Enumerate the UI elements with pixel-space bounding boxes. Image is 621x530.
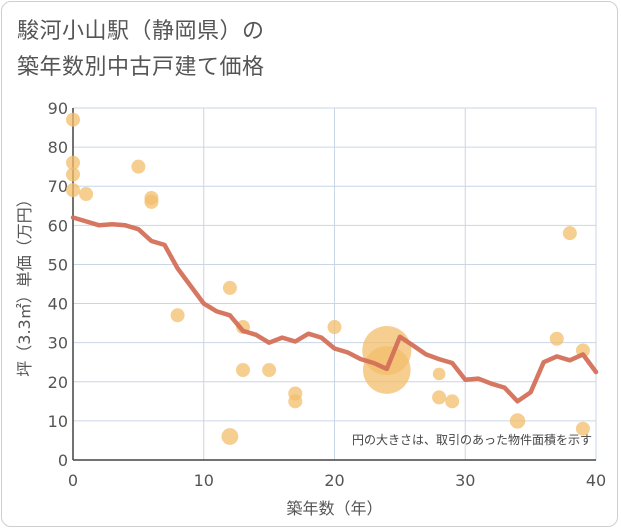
scatter-point [575, 421, 590, 436]
grid-lines [73, 107, 597, 460]
scatter-point [79, 187, 94, 202]
scatter-point [509, 413, 526, 429]
chart-title: 駿河小山駅（静岡県）の 築年数別中古戸建て価格 [17, 14, 607, 86]
y-tick-label: 20 [48, 373, 68, 392]
y-tick-label: 30 [48, 334, 68, 353]
y-tick-label: 10 [48, 412, 68, 431]
scatter-point [235, 363, 250, 378]
x-tick-label: 0 [68, 471, 78, 490]
scatter-point [562, 226, 577, 241]
bubble-size-note: 円の大きさは、取引のあった物件面積を示す [352, 432, 592, 447]
average-trend-line [70, 215, 599, 404]
x-tick-label: 40 [586, 471, 606, 490]
x-tick-label: 20 [324, 471, 344, 490]
scatter-point [221, 428, 239, 445]
scatter-point [432, 390, 447, 405]
title-line-1: 駿河小山駅（静岡県）の [17, 19, 265, 44]
scatter-point [549, 331, 564, 346]
x-tick-label: 30 [455, 471, 475, 490]
scatter-point [327, 320, 342, 335]
scatter-point [222, 280, 237, 295]
scatter-point [66, 167, 80, 182]
y-axis-title: 坪（3.3㎡）単価（万円） [15, 191, 34, 376]
scatter-point [432, 367, 446, 381]
y-tick-label: 50 [48, 255, 68, 274]
y-tick-label: 60 [48, 216, 68, 235]
scatter-point [66, 183, 80, 198]
x-axis-title: 築年数（年） [286, 499, 382, 518]
scatter-point [445, 394, 460, 409]
y-tick-label: 40 [48, 295, 68, 314]
title-line-2: 築年数別中古戸建て価格 [17, 55, 265, 80]
scatter-point [66, 155, 80, 170]
y-tick-label: 70 [48, 177, 68, 196]
y-tick-label: 90 [48, 99, 68, 118]
x-tick-label: 10 [194, 471, 214, 490]
y-tick-label: 0 [58, 451, 68, 470]
scatter-point [131, 159, 146, 174]
y-tick-label: 80 [48, 138, 68, 157]
scatter-point [144, 194, 159, 209]
scatter-point [262, 363, 277, 378]
scatter-point [66, 112, 80, 127]
scatter-point [170, 308, 185, 323]
scatter-point [288, 394, 303, 409]
